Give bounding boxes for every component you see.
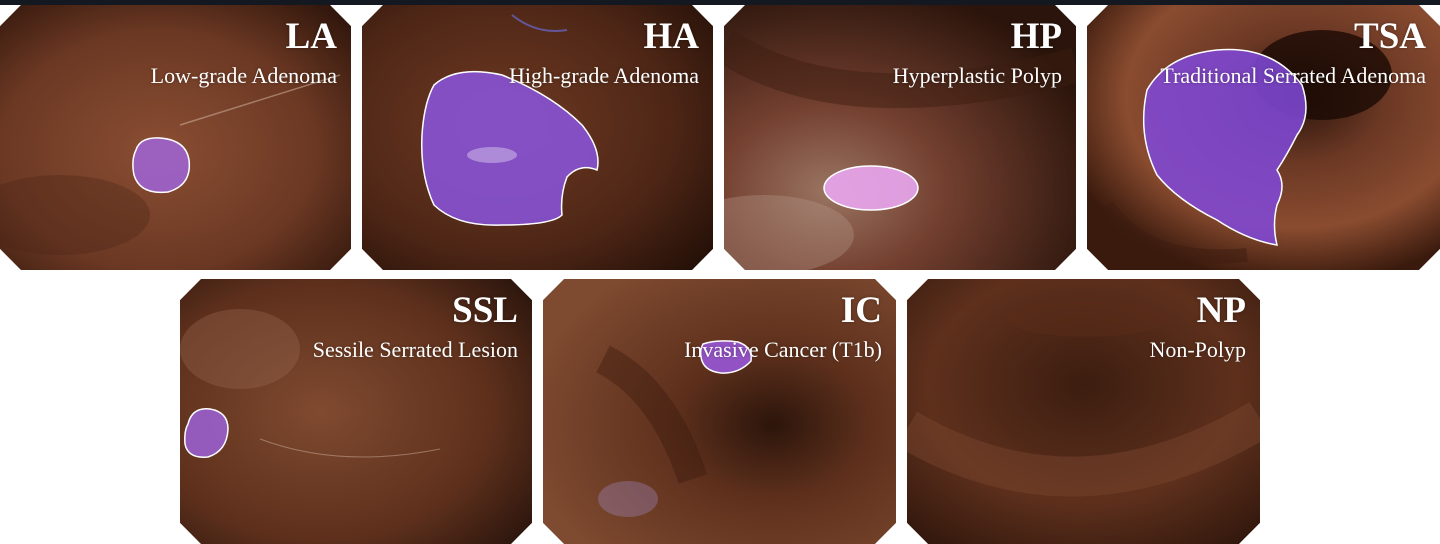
endoscopy-image [180, 279, 532, 544]
class-code: NP [1196, 290, 1246, 331]
class-name: Invasive Cancer (T1b) [684, 337, 882, 362]
class-code: SSL [452, 290, 518, 331]
panel-traditional-serrated-adenoma: TSA Traditional Serrated Adenoma [1087, 5, 1440, 270]
panel-invasive-cancer: IC Invasive Cancer (T1b) [543, 279, 896, 544]
class-code: IC [840, 290, 882, 331]
polyp-mask [823, 165, 919, 211]
endoscopy-image [724, 5, 1076, 270]
polyp-mask [421, 70, 599, 226]
panel-non-polyp: NP Non-Polyp [907, 279, 1260, 544]
endoscopy-image [907, 279, 1260, 544]
class-name: Traditional Serrated Adenoma [1160, 63, 1426, 88]
class-code: LA [285, 16, 337, 57]
class-name: Sessile Serrated Lesion [312, 337, 518, 362]
polyp-mask [1142, 48, 1307, 246]
endoscopy-image [362, 5, 713, 270]
polyp-mask [700, 340, 752, 374]
class-code: TSA [1354, 16, 1426, 57]
endoscopy-image [543, 279, 896, 544]
panel-sessile-serrated-lesion: SSL Sessile Serrated Lesion [180, 279, 532, 544]
top-border [0, 0, 1440, 5]
class-code: HA [643, 16, 700, 57]
class-name: Low-grade Adenoma [150, 63, 337, 88]
class-name: Hyperplastic Polyp [892, 63, 1062, 88]
endoscopy-image [1087, 5, 1440, 270]
endoscopy-image [0, 5, 351, 270]
polyp-mask [132, 137, 191, 194]
class-name: High-grade Adenoma [509, 63, 699, 88]
class-code: HP [1010, 16, 1062, 57]
class-name: Non-Polyp [1149, 337, 1246, 362]
polyp-mask [184, 408, 229, 458]
panel-high-grade-adenoma: HA High-grade Adenoma [362, 5, 713, 270]
panel-hyperplastic-polyp: HP Hyperplastic Polyp [724, 5, 1076, 270]
panel-low-grade-adenoma: LA Low-grade Adenoma [0, 5, 351, 270]
